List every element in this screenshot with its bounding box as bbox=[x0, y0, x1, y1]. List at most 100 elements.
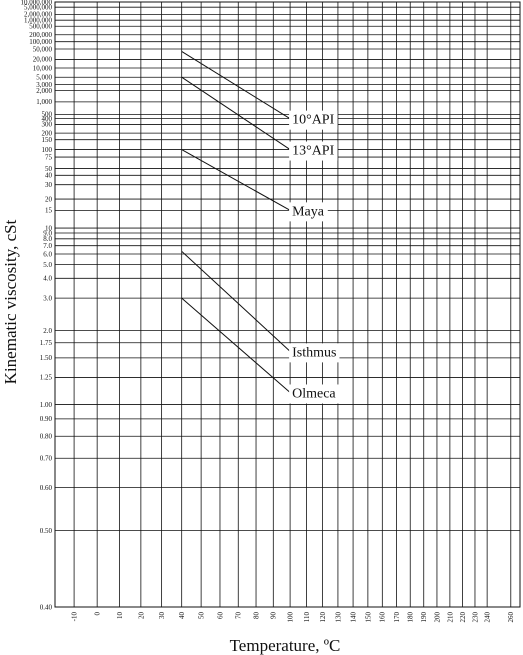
x-tick-label: 180 bbox=[407, 612, 415, 623]
y-tick-label: 500,000 bbox=[29, 23, 52, 31]
y-tick-label: 500 bbox=[42, 111, 53, 119]
y-tick-label: 2,000 bbox=[36, 87, 52, 95]
x-tick-labels: -10 0 10 20 30 40 50 60 70 80 90 100 110 120 130 140 150… bbox=[70, 612, 515, 623]
series-label-text: Isthmus bbox=[292, 345, 336, 360]
y-tick-label: 4.0 bbox=[43, 275, 52, 283]
x-tick-label: 10 bbox=[116, 612, 124, 620]
x-axis-label: Temperature, ºC bbox=[230, 636, 341, 655]
y-tick-label: 200 bbox=[42, 129, 53, 137]
y-tick-label: 0.70 bbox=[40, 455, 53, 463]
series-line-4 bbox=[181, 297, 291, 393]
series-label-bg bbox=[289, 384, 340, 404]
y-tick-label: 3,000 bbox=[36, 81, 52, 89]
y-tick-label: 0.40 bbox=[40, 603, 53, 611]
x-tick-label: 30 bbox=[158, 612, 166, 620]
y-tick-label: 9.0 bbox=[43, 229, 52, 237]
x-tick-label: 120 bbox=[319, 612, 327, 623]
y-tick-label: 100,000 bbox=[29, 38, 52, 46]
y-tick-label: 0.50 bbox=[40, 527, 53, 535]
y-tick-label: 2.0 bbox=[43, 327, 52, 335]
grid bbox=[54, 1, 521, 608]
y-tick-label: 1.75 bbox=[40, 339, 53, 347]
y-axis-label: Kinematic viscosity, cSt bbox=[1, 219, 20, 384]
y-tick-label: 5,000 bbox=[36, 74, 52, 82]
series-label-2: Maya bbox=[289, 202, 328, 222]
x-tick-label: 240 bbox=[484, 612, 492, 623]
series-label-1: 13°API bbox=[289, 141, 338, 161]
y-tick-label: 1,000,000 bbox=[24, 16, 53, 24]
x-tick-label: 260 bbox=[507, 612, 515, 623]
series-label-bg bbox=[289, 110, 338, 130]
x-tick-label: 200 bbox=[433, 612, 441, 623]
x-tick-label: 20 bbox=[137, 612, 145, 620]
y-tick-label: 10 bbox=[45, 224, 53, 232]
y-tick-label: 2,000,000 bbox=[24, 11, 53, 19]
x-tick-label: 100 bbox=[287, 612, 295, 623]
series-label-text: Olmeca bbox=[292, 386, 336, 401]
y-tick-label: 1.50 bbox=[40, 354, 53, 362]
y-tick-label: 200,000 bbox=[29, 31, 52, 39]
x-tick-label: 40 bbox=[178, 612, 186, 620]
x-tick-label: 150 bbox=[364, 612, 372, 623]
series-label-0: 10°API bbox=[289, 110, 338, 130]
y-tick-label: 1.25 bbox=[40, 374, 53, 382]
series-line-1 bbox=[181, 76, 291, 150]
y-tick-label: 1.00 bbox=[40, 401, 53, 409]
series-label-bg bbox=[289, 141, 338, 161]
x-tick-label: 90 bbox=[270, 612, 278, 620]
y-tick-label: 1,000 bbox=[36, 98, 52, 106]
y-tick-label: 100 bbox=[42, 146, 53, 154]
y-tick-label: 50 bbox=[45, 165, 53, 173]
x-tick-label: 70 bbox=[235, 612, 243, 620]
x-tick-label: -10 bbox=[70, 612, 78, 622]
y-tick-label: 7.0 bbox=[43, 242, 52, 250]
y-tick-label: 5.0 bbox=[43, 261, 52, 269]
x-tick-label: 220 bbox=[459, 612, 467, 623]
y-tick-label: 50,000 bbox=[33, 45, 53, 53]
y-tick-label: 3.0 bbox=[43, 294, 52, 302]
x-tick-label: 170 bbox=[393, 612, 401, 623]
x-tick-label: 190 bbox=[420, 612, 428, 623]
series-label-bg bbox=[289, 343, 340, 363]
y-tick-label: 10,000 bbox=[33, 64, 53, 72]
series-lines bbox=[181, 51, 291, 393]
series-labels: 10°API 13°API Maya Isthmus Olmeca bbox=[289, 110, 340, 404]
y-tick-label: 5,000,000 bbox=[24, 3, 53, 11]
y-tick-label: 10,000,000 bbox=[21, 0, 53, 6]
x-tick-label: 50 bbox=[198, 612, 206, 620]
series-line-0 bbox=[181, 51, 291, 120]
x-tick-label: 230 bbox=[471, 612, 479, 623]
y-tick-label: 15 bbox=[45, 207, 53, 215]
series-label-3: Isthmus bbox=[289, 343, 340, 363]
y-tick-label: 40 bbox=[45, 172, 53, 180]
x-tick-label: 80 bbox=[252, 612, 260, 620]
x-tick-label: 130 bbox=[334, 612, 342, 623]
y-tick-label: 0.90 bbox=[40, 415, 53, 423]
x-tick-label: 0 bbox=[94, 612, 102, 616]
x-tick-label: 160 bbox=[379, 612, 387, 623]
y-tick-label: 6.0 bbox=[43, 250, 52, 258]
y-tick-label: 20 bbox=[45, 195, 53, 203]
y-tick-label: 75 bbox=[45, 153, 53, 161]
x-tick-label: 140 bbox=[349, 612, 357, 623]
y-tick-label: 20,000 bbox=[33, 56, 53, 64]
series-label-4: Olmeca bbox=[289, 384, 340, 404]
x-tick-label: 110 bbox=[303, 612, 311, 623]
y-tick-label: 150 bbox=[42, 136, 53, 144]
series-label-text: 10°API bbox=[292, 113, 334, 128]
y-tick-label: 400 bbox=[42, 115, 53, 123]
series-label-bg bbox=[289, 202, 328, 222]
x-tick-label: 60 bbox=[216, 612, 224, 620]
series-label-text: Maya bbox=[292, 204, 325, 219]
series-line-3 bbox=[181, 250, 291, 352]
y-tick-label: 0.80 bbox=[40, 433, 53, 441]
series-label-text: 13°API bbox=[292, 144, 334, 159]
y-tick-label: 30 bbox=[45, 181, 53, 189]
y-tick-label: 0.60 bbox=[40, 484, 53, 492]
y-tick-label: 300 bbox=[42, 121, 53, 129]
series-line-2 bbox=[181, 149, 291, 211]
y-tick-label: 8.0 bbox=[43, 235, 52, 243]
y-tick-labels: 10,000,0005,000,0002,000,0001,000,000500… bbox=[21, 0, 53, 611]
x-tick-label: 210 bbox=[446, 612, 454, 623]
